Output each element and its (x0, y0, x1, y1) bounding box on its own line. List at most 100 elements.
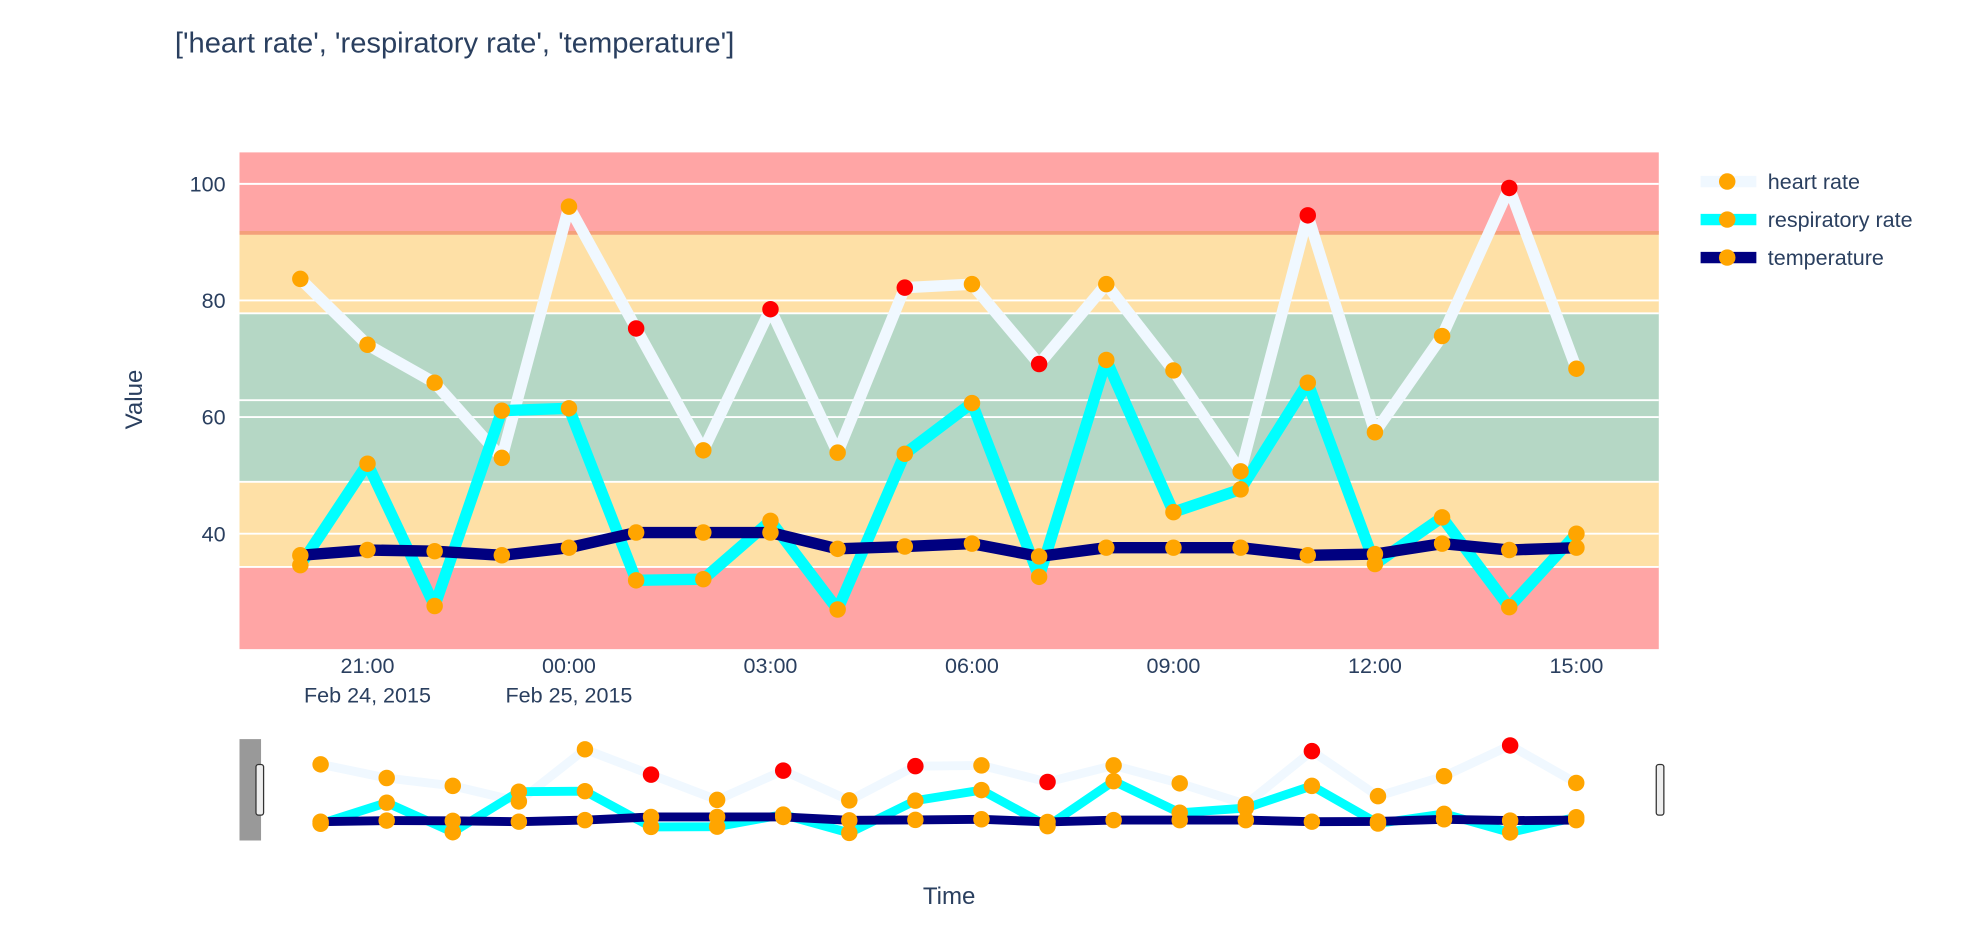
mini-data-point-respiratory-rate[interactable] (510, 783, 528, 800)
mini-data-point-temperature[interactable] (973, 811, 990, 828)
data-point-heart-rate[interactable] (1165, 362, 1182, 379)
mini-data-point-respiratory-rate[interactable] (973, 781, 990, 799)
data-point-respiratory-rate[interactable] (1165, 503, 1182, 521)
mini-data-point-heart-rate[interactable] (1171, 775, 1188, 792)
mini-data-point-temperature[interactable] (444, 812, 462, 830)
data-point-respiratory-rate[interactable] (560, 400, 578, 417)
data-point-respiratory-rate[interactable] (1030, 568, 1048, 586)
data-point-heart-rate[interactable] (695, 442, 712, 459)
data-point-heart-rate[interactable] (359, 336, 376, 354)
data-point-respiratory-rate[interactable] (1299, 374, 1317, 391)
legend[interactable]: heart rate respiratory rate temperature (1700, 170, 1913, 270)
data-point-temperature[interactable] (963, 535, 981, 552)
data-point-respiratory-rate[interactable] (695, 570, 712, 588)
mini-data-point-heart-rate[interactable] (444, 777, 462, 795)
data-point-temperature[interactable] (1366, 545, 1384, 563)
mini-data-point-heart-rate[interactable] (1369, 787, 1387, 805)
mini-data-point-heart-rate[interactable] (1501, 737, 1519, 754)
mini-data-point-heart-rate[interactable] (1303, 742, 1321, 760)
mini-data-point-respiratory-rate[interactable] (1303, 777, 1321, 795)
data-point-heart-rate[interactable] (896, 279, 914, 296)
data-point-temperature[interactable] (560, 539, 578, 556)
mini-data-point-heart-rate[interactable] (1039, 773, 1056, 791)
data-point-heart-rate[interactable] (1030, 355, 1048, 373)
mini-data-point-heart-rate[interactable] (708, 791, 726, 809)
mini-data-point-respiratory-rate[interactable] (1237, 799, 1255, 817)
data-point-temperature[interactable] (1030, 548, 1048, 565)
mini-data-point-temperature[interactable] (1303, 813, 1321, 830)
data-point-heart-rate[interactable] (762, 300, 779, 318)
mini-data-point-respiratory-rate[interactable] (444, 823, 462, 841)
data-point-respiratory-rate[interactable] (963, 394, 981, 412)
data-point-respiratory-rate[interactable] (1501, 598, 1518, 616)
mini-data-point-temperature[interactable] (907, 811, 924, 829)
data-point-temperature[interactable] (1098, 539, 1115, 556)
data-point-heart-rate[interactable] (1568, 360, 1585, 377)
range-slider-handle-right[interactable] (1655, 763, 1665, 816)
mini-data-point-temperature[interactable] (378, 812, 395, 829)
data-point-respiratory-rate[interactable] (896, 445, 914, 463)
data-point-respiratory-rate[interactable] (426, 597, 443, 615)
mini-data-point-heart-rate[interactable] (378, 769, 395, 787)
data-point-temperature[interactable] (762, 524, 779, 541)
mini-data-point-temperature[interactable] (642, 808, 660, 826)
data-point-temperature[interactable] (1299, 547, 1317, 564)
mini-data-point-heart-rate[interactable] (312, 756, 329, 773)
mini-data-point-temperature[interactable] (312, 813, 329, 830)
data-point-temperature[interactable] (1501, 541, 1518, 559)
range-slider-handle-left[interactable] (255, 763, 265, 816)
data-point-heart-rate[interactable] (1098, 275, 1115, 293)
mini-data-point-heart-rate[interactable] (576, 741, 594, 758)
mini-data-point-temperature[interactable] (774, 808, 792, 826)
data-point-respiratory-rate[interactable] (1098, 351, 1115, 369)
data-point-heart-rate[interactable] (1433, 327, 1451, 345)
data-point-heart-rate[interactable] (963, 275, 981, 293)
mini-data-point-temperature[interactable] (841, 812, 858, 829)
mini-data-point-temperature[interactable] (708, 808, 726, 826)
mini-data-point-temperature[interactable] (1501, 812, 1519, 829)
legend-item-temperature[interactable]: temperature (1700, 246, 1884, 270)
data-point-temperature[interactable] (1232, 539, 1249, 556)
data-point-heart-rate[interactable] (560, 198, 578, 215)
range-slider[interactable] (238, 737, 1665, 842)
data-point-respiratory-rate[interactable] (762, 512, 779, 530)
data-point-temperature[interactable] (359, 541, 376, 559)
mini-data-point-heart-rate[interactable] (841, 792, 858, 809)
mini-data-point-temperature[interactable] (1237, 811, 1255, 829)
mini-data-point-heart-rate[interactable] (774, 762, 792, 779)
data-point-heart-rate[interactable] (426, 374, 443, 391)
plot-area[interactable] (292, 179, 1585, 618)
legend-item-heart-rate[interactable]: heart rate (1700, 170, 1860, 194)
mini-data-point-heart-rate[interactable] (973, 757, 990, 774)
data-point-respiratory-rate[interactable] (493, 402, 511, 419)
data-point-temperature[interactable] (627, 524, 645, 541)
legend-item-respiratory-rate[interactable]: respiratory rate (1700, 208, 1913, 232)
mini-data-point-temperature[interactable] (1105, 811, 1122, 829)
mini-data-point-temperature[interactable] (576, 811, 594, 829)
mini-data-point-heart-rate[interactable] (642, 766, 660, 783)
data-point-temperature[interactable] (1433, 535, 1451, 552)
data-point-heart-rate[interactable] (1501, 179, 1518, 197)
mini-data-point-respiratory-rate[interactable] (907, 792, 924, 809)
data-point-temperature[interactable] (292, 547, 309, 564)
data-point-respiratory-rate[interactable] (359, 455, 376, 472)
mini-data-point-heart-rate[interactable] (1435, 767, 1453, 785)
mini-data-point-respiratory-rate[interactable] (1501, 824, 1519, 841)
mini-data-point-respiratory-rate[interactable] (378, 794, 395, 811)
data-point-temperature[interactable] (1165, 539, 1182, 556)
mini-data-point-heart-rate[interactable] (907, 757, 924, 775)
data-point-heart-rate[interactable] (1232, 463, 1249, 480)
mini-data-point-heart-rate[interactable] (1567, 774, 1585, 792)
data-point-temperature[interactable] (896, 538, 914, 555)
mini-data-point-temperature[interactable] (510, 813, 528, 830)
data-point-heart-rate[interactable] (292, 270, 309, 288)
data-point-respiratory-rate[interactable] (829, 601, 846, 618)
data-point-respiratory-rate[interactable] (627, 572, 645, 589)
mini-data-point-temperature[interactable] (1171, 811, 1188, 829)
data-point-heart-rate[interactable] (829, 444, 846, 461)
mini-data-point-respiratory-rate[interactable] (1105, 772, 1122, 790)
mini-data-point-respiratory-rate[interactable] (841, 824, 858, 842)
data-point-heart-rate[interactable] (627, 320, 645, 337)
data-point-temperature[interactable] (1568, 539, 1585, 556)
data-point-temperature[interactable] (426, 542, 443, 560)
